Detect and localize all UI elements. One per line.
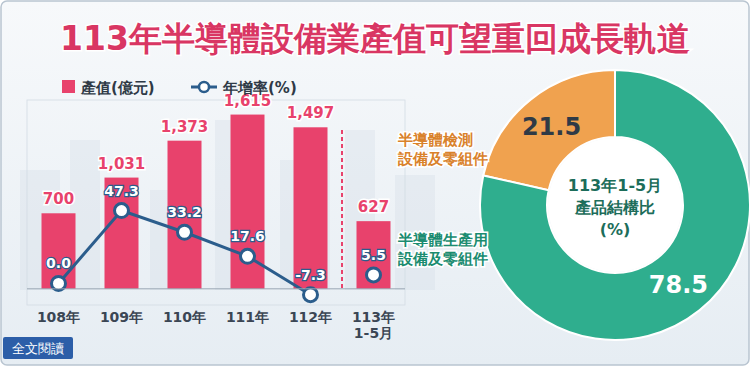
line-label: 0.0 bbox=[46, 255, 71, 271]
button-label[interactable]: 全文閱讀 bbox=[12, 341, 64, 356]
x-tick-label: 113年1-5月 bbox=[352, 309, 395, 341]
bar bbox=[357, 221, 391, 289]
data-labels: 7001,0311,3731,6151,4976270.047.333.217.… bbox=[43, 92, 389, 283]
text-line: 設備及零組件 bbox=[397, 150, 488, 168]
background bbox=[1, 1, 749, 365]
line-point bbox=[304, 288, 318, 302]
slice-category: 半導體生產用設備及零組件 bbox=[397, 231, 488, 268]
legend: 產值(億元) 年增率(%) bbox=[62, 79, 297, 97]
line-point bbox=[178, 225, 192, 239]
line-label: 17.6 bbox=[230, 228, 265, 244]
baseline bbox=[27, 288, 405, 289]
legend-label: 產值(億元) bbox=[80, 79, 155, 97]
text-line: 108年 bbox=[37, 309, 80, 325]
bar-label: 1,373 bbox=[161, 118, 208, 136]
line-label: 47.3 bbox=[104, 183, 139, 199]
line-point bbox=[115, 204, 129, 218]
bar bbox=[294, 127, 328, 289]
text-line: 112年 bbox=[289, 309, 332, 325]
slice-label: 21.5 bbox=[522, 113, 581, 141]
text-line: 產品結構比 bbox=[574, 198, 655, 217]
decor bbox=[20, 120, 435, 290]
text-line: 113年 bbox=[352, 309, 395, 325]
slice-category: 半導體檢測設備及零組件 bbox=[397, 131, 488, 168]
plot-frame bbox=[27, 100, 405, 305]
bar bbox=[168, 141, 202, 289]
x-tick-label: 112年 bbox=[289, 309, 332, 325]
x-tick-label: 111年 bbox=[226, 309, 269, 325]
bar-label: 700 bbox=[43, 190, 74, 208]
x-tick-label: 108年 bbox=[37, 309, 80, 325]
line-point bbox=[367, 268, 381, 282]
text-line: 111年 bbox=[226, 309, 269, 325]
text-line: 設備及零組件 bbox=[397, 250, 488, 268]
text-line: 半導體檢測 bbox=[397, 131, 473, 149]
legend-label: 年增率(%) bbox=[222, 79, 297, 97]
donut-hole bbox=[548, 138, 682, 272]
donut-title: 113年1-5月產品結構比 (%) bbox=[568, 176, 662, 239]
legend-swatch bbox=[62, 80, 75, 93]
line-label: 5.5 bbox=[361, 247, 386, 263]
donut-slice bbox=[480, 70, 750, 340]
legend-swatch bbox=[199, 82, 209, 92]
slice-label: 78.5 bbox=[649, 271, 708, 299]
line bbox=[59, 211, 311, 295]
text-line: 110年 bbox=[163, 309, 206, 325]
line-label: 33.2 bbox=[167, 204, 202, 220]
bar-label: 627 bbox=[358, 198, 389, 216]
text-line: 半導體生產用 bbox=[397, 231, 488, 249]
bar bbox=[105, 178, 139, 289]
button-bg[interactable] bbox=[3, 337, 73, 359]
line-point bbox=[241, 249, 255, 263]
x-tick-label: 110年 bbox=[163, 309, 206, 325]
chart-title: 113年半導體設備業產值可望重回成長軌道 bbox=[60, 19, 690, 58]
period-divider bbox=[341, 130, 343, 289]
text-line: 109年 bbox=[100, 309, 143, 325]
line-label: -7.3 bbox=[295, 267, 326, 283]
bar-label: 1,497 bbox=[287, 104, 334, 122]
donut bbox=[480, 70, 750, 340]
text-line: 113年1-5月 bbox=[568, 176, 662, 195]
full-text-button[interactable]: 全文閱讀 bbox=[3, 337, 73, 359]
text-line: (%) bbox=[600, 220, 631, 239]
x-tick-label: 109年 bbox=[100, 309, 143, 325]
plot-marks bbox=[42, 115, 391, 302]
chart-root: 113年半導體設備業產值可望重回成長軌道7001,0311,3731,6151,… bbox=[0, 0, 750, 366]
text-line: 1-5月 bbox=[354, 325, 393, 341]
bar-label: 1,031 bbox=[98, 155, 145, 173]
